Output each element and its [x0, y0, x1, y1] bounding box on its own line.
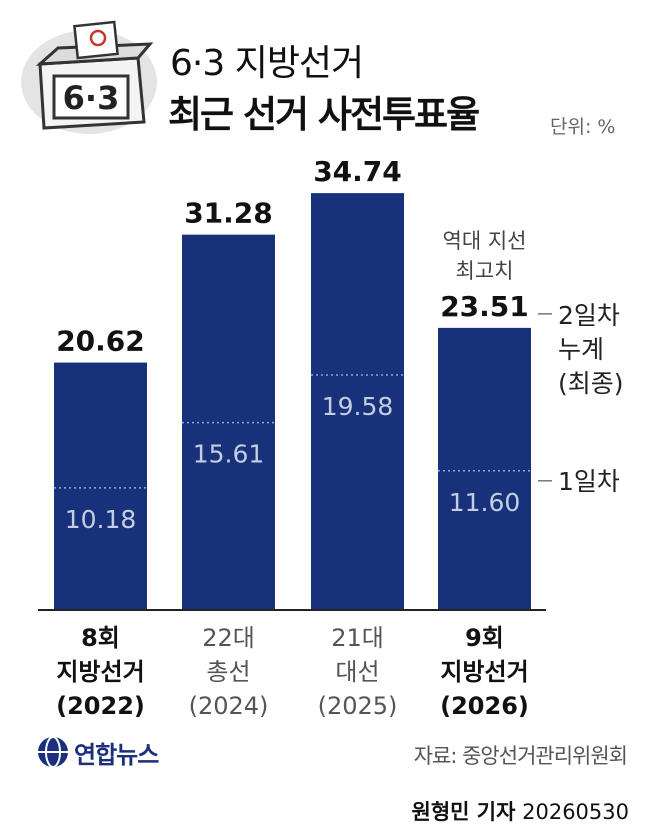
source-text: 자료: 중앙선거관리위원회 [413, 744, 628, 768]
title-line2: 최근 선거 사전투표율 [168, 93, 480, 136]
day1-value-label: 11.60 [449, 488, 521, 517]
category-label: 지방선거 [440, 658, 528, 686]
reporter-credit: 원형민 기자 20260530 [412, 796, 630, 826]
unit-label: 단위: % [550, 116, 616, 138]
category-label: 지방선거 [56, 658, 144, 686]
ballot-box-illustration: 6·3 [18, 18, 160, 138]
title-line1: 6·3 지방선거 [170, 43, 364, 84]
total-value-label: 34.74 [313, 155, 402, 188]
total-series-label: 누계 [558, 335, 604, 364]
category-label: (2025) [318, 692, 398, 720]
day1-series-label: 1일차 [558, 467, 620, 496]
category-label: (2024) [189, 692, 269, 720]
category-label: 총선 [206, 658, 250, 686]
day1-value-label: 10.18 [65, 505, 137, 534]
bar-total [311, 193, 404, 610]
ballot-box-label: 6·3 [63, 79, 120, 117]
annotation-text: 최고치 [456, 259, 514, 283]
day1-value-label: 19.58 [322, 392, 394, 421]
logo-text: 연합뉴스 [74, 740, 159, 769]
category-label: 22대 [202, 624, 255, 652]
category-label: 8회 [81, 624, 120, 652]
bar-total [54, 362, 147, 610]
day1-value-label: 15.61 [193, 440, 265, 469]
total-value-label: 23.51 [440, 290, 529, 323]
reporter-name: 원형민 기자 [411, 800, 516, 824]
bar-total [438, 327, 531, 610]
yonhap-logo: 연합뉴스 [36, 734, 159, 770]
total-series-label: (최종) [558, 369, 624, 398]
category-label: (2026) [440, 692, 529, 720]
total-series-label: 2일차 [558, 301, 620, 330]
category-label: (2022) [56, 692, 145, 720]
report-date: 20260530 [522, 800, 629, 824]
yonhap-globe-icon [38, 736, 68, 768]
category-label: 9회 [465, 624, 504, 652]
total-value-label: 31.28 [184, 197, 273, 230]
total-value-label: 20.62 [56, 325, 145, 358]
category-label: 대선 [335, 658, 379, 686]
category-label: 21대 [331, 624, 384, 652]
annotation-text: 역대 지선 [443, 229, 527, 253]
